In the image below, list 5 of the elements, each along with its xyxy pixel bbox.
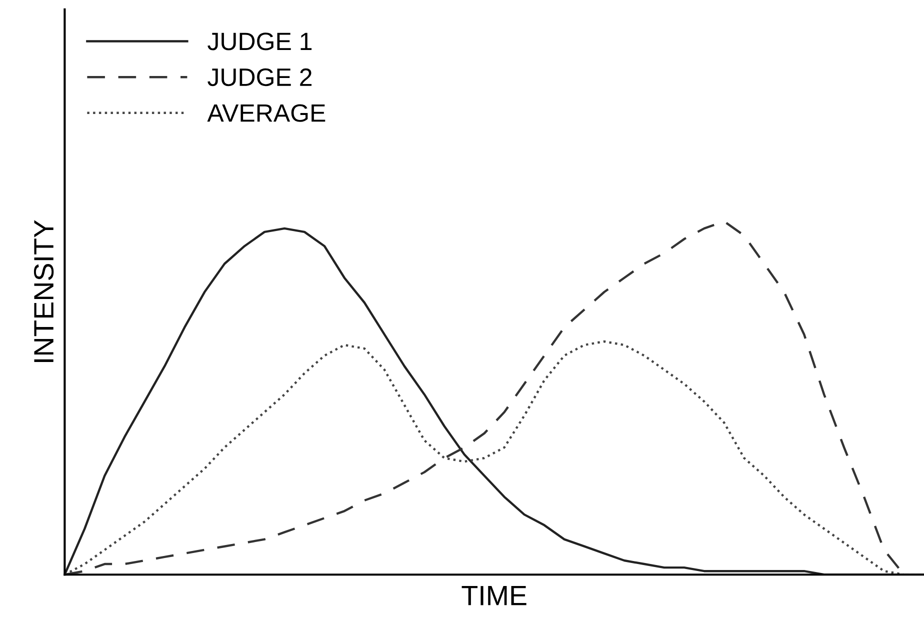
- legend-label: AVERAGE: [207, 104, 326, 122]
- legend-label: JUDGE 2: [208, 68, 312, 86]
- x-axis-title: TIME: [462, 586, 526, 606]
- y-axis-title: INTENSITY: [34, 220, 54, 362]
- legend-label: JUDGE 1: [208, 32, 312, 50]
